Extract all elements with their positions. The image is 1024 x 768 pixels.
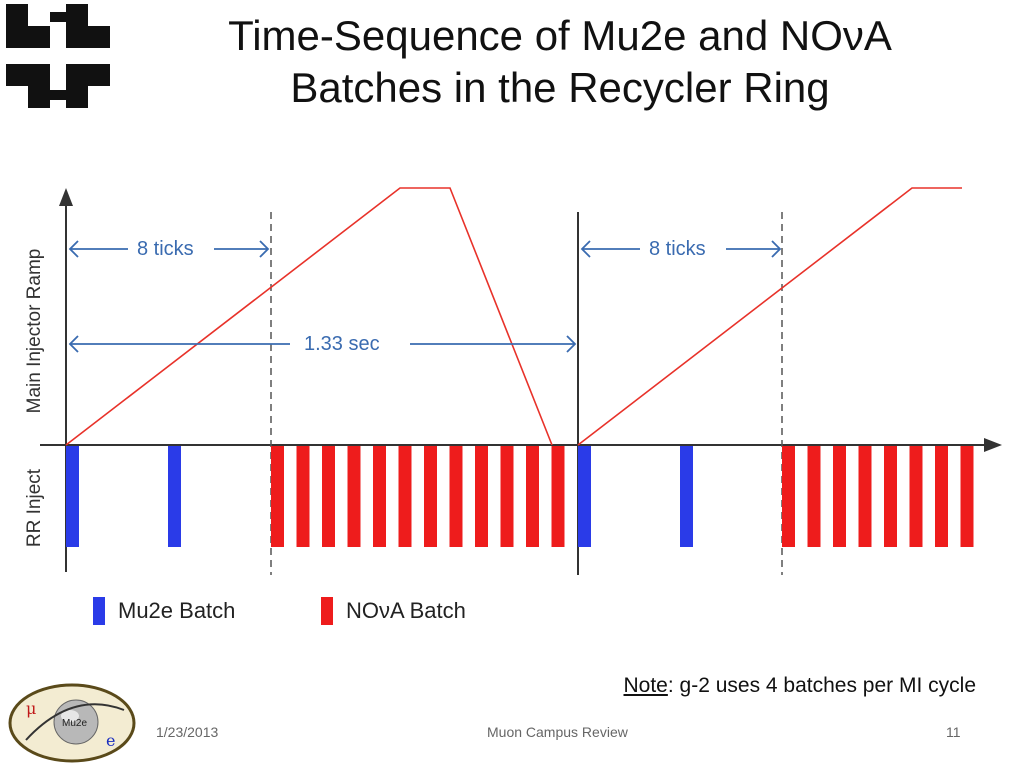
nova-batch-bar <box>960 446 974 547</box>
legend-mu2e-label: Mu2e Batch <box>118 598 236 623</box>
mu2e-batch-bar <box>168 446 181 547</box>
svg-text:μ: μ <box>26 699 36 718</box>
legend-nova-swatch <box>321 597 333 625</box>
nova-batch-bar <box>322 446 335 547</box>
main-injector-ramp-line <box>65 187 553 446</box>
nova-batch-bar <box>807 446 821 547</box>
title-line-2: Batches in the Recycler Ring <box>290 64 830 111</box>
nova-batch-bar <box>782 446 795 547</box>
eight-ticks-label-left: 8 ticks <box>133 237 198 261</box>
main-injector-ramp-line-2 <box>577 187 962 446</box>
nova-batch-bar <box>449 446 463 547</box>
y-axis-label-ramp: Main Injector Ramp <box>24 248 45 414</box>
arrowhead-left <box>68 335 79 353</box>
x-axis-arrowhead <box>984 438 1002 452</box>
mu2e-logo: μ e Mu2e <box>8 683 136 763</box>
nova-batch-bar <box>500 446 514 547</box>
nova-batch-bar <box>909 446 923 547</box>
nova-batch-bar <box>398 446 412 547</box>
y-axis-label-inject: RR Inject <box>24 468 45 548</box>
legend-mu2e-swatch <box>93 597 105 625</box>
arrowhead-right <box>259 240 270 258</box>
nova-batch-bar <box>884 446 897 547</box>
g2-note: Note: g-2 uses 4 batches per MI cycle <box>624 674 977 698</box>
nova-batch-bar <box>551 446 565 547</box>
footer-title: Muon Campus Review <box>487 724 628 740</box>
cycle-duration-label: 1.33 sec <box>300 332 384 356</box>
slide-title: Time-Sequence of Mu2e and NOνA Batches i… <box>130 10 990 114</box>
nova-batch-bar <box>935 446 948 547</box>
y-axis-arrowhead <box>59 188 73 206</box>
nova-batch-bar <box>475 446 488 547</box>
nova-batch-bar <box>526 446 539 547</box>
nova-batch-bar <box>373 446 386 547</box>
mu2e-batch-bar <box>680 446 693 547</box>
mu2e-batch-bar <box>66 446 79 547</box>
arrowhead-right <box>771 240 782 258</box>
nova-batch-bar <box>424 446 437 547</box>
arrowhead-left <box>68 240 79 258</box>
arrowhead-left <box>580 240 591 258</box>
svg-text:Mu2e: Mu2e <box>62 718 87 729</box>
nova-batch-bar <box>347 446 361 547</box>
nova-batch-bar <box>858 446 872 547</box>
eight-ticks-label-right: 8 ticks <box>645 237 710 261</box>
note-text: : g-2 uses 4 batches per MI cycle <box>667 674 976 697</box>
legend-nova-label: NOνA Batch <box>346 598 466 623</box>
title-line-1: Time-Sequence of Mu2e and NOνA <box>228 12 892 59</box>
nova-batch-bar <box>271 446 284 547</box>
nova-batch-bar <box>833 446 846 547</box>
slide-number: 11 <box>946 724 961 740</box>
svg-text:e: e <box>106 731 115 750</box>
fermilab-logo <box>6 4 110 108</box>
note-prefix: Note <box>623 674 668 697</box>
arrowhead-right <box>566 335 577 353</box>
mu2e-batch-bar <box>578 446 591 547</box>
footer-date: 1/23/2013 <box>156 724 219 740</box>
nova-batch-bar <box>296 446 310 547</box>
